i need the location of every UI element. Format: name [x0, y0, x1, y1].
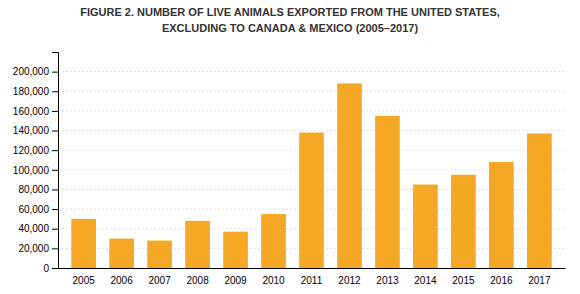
- x-tick: 2011: [301, 275, 323, 286]
- x-tick: 2012: [338, 275, 361, 286]
- bar: [413, 185, 438, 268]
- x-tick: 2007: [148, 275, 171, 286]
- y-tick-label: 120,000: [13, 145, 50, 156]
- y-tick-label: 80,000: [18, 184, 49, 195]
- y-tick-label: 200,000: [13, 66, 50, 77]
- y-tick-label: 40,000: [18, 223, 49, 234]
- bar: [147, 241, 172, 268]
- y-tick: 120,000: [13, 145, 58, 156]
- bar: [451, 175, 476, 268]
- x-tick-label: 2011: [301, 275, 323, 286]
- x-tick-label: 2010: [262, 275, 285, 286]
- y-tick-mark: [52, 150, 58, 151]
- y-tick-label: 20,000: [18, 243, 49, 254]
- bar: [527, 133, 552, 268]
- bar: [337, 83, 362, 268]
- x-tick-label: 2008: [186, 275, 209, 286]
- x-tick: 2017: [528, 275, 551, 286]
- bar: [223, 232, 248, 268]
- y-tick-mark: [52, 268, 58, 269]
- grid: [58, 72, 565, 268]
- x-tick-label: 2015: [452, 275, 475, 286]
- y-tick: 140,000: [13, 125, 58, 136]
- x-tick-label: 2006: [110, 275, 133, 286]
- y-tick: 100,000: [13, 165, 58, 176]
- y-tick-label: 180,000: [13, 86, 50, 97]
- grid-line: [58, 130, 565, 131]
- y-tick-label: 100,000: [13, 165, 50, 176]
- x-tick-label: 2016: [490, 275, 513, 286]
- y-tick: 20,000: [18, 243, 58, 254]
- x-tick-label: 2009: [224, 275, 247, 286]
- x-tick-label: 2007: [148, 275, 171, 286]
- y-tick-label: 0: [43, 263, 49, 274]
- bar: [299, 133, 324, 268]
- y-tick-mark: [52, 209, 58, 210]
- y-tick-label: 60,000: [18, 204, 49, 215]
- y-tick-mark: [52, 170, 58, 171]
- bar: [375, 116, 400, 268]
- y-tick-mark: [52, 229, 58, 230]
- x-tick: 2006: [110, 275, 133, 286]
- x-tick: 2013: [376, 275, 399, 286]
- x-tick: 2010: [262, 275, 285, 286]
- bar: [489, 162, 514, 268]
- x-tick: 2005: [73, 275, 96, 286]
- y-tick-mark: [52, 72, 58, 73]
- x-tick: 2008: [186, 275, 209, 286]
- x-tick-label: 2017: [528, 275, 551, 286]
- y-tick-mark: [52, 189, 58, 190]
- chart: FIGURE 2. NUMBER OF LIVE ANIMALS EXPORTE…: [0, 0, 580, 294]
- x-tick-label: 2005: [73, 275, 96, 286]
- x-tick-label: 2012: [338, 275, 361, 286]
- title: FIGURE 2. NUMBER OF LIVE ANIMALS EXPORTE…: [80, 6, 500, 18]
- x-tick-label: 2013: [376, 275, 399, 286]
- plot: 0 20,000 40,000 60,000 80,000 100,000 120,000 1…: [13, 53, 566, 287]
- y-tick-mark: [52, 131, 58, 132]
- y-tick: 40,000: [18, 223, 58, 234]
- x-axis: 2005 2006 2007 2008 2009 2010 2011 2012 2013 2014…: [59, 269, 566, 287]
- grid-line: [58, 110, 565, 111]
- x-axis-line: [59, 268, 566, 269]
- bar: [109, 239, 134, 268]
- y-tick: 0: [43, 263, 58, 274]
- bar: [185, 221, 210, 268]
- bars: [71, 83, 551, 268]
- subtitle: EXCLUDING TO CANADA & MEXICO (2005–2017): [162, 22, 418, 34]
- bar: [261, 214, 286, 268]
- grid-line: [58, 91, 565, 92]
- grid-line: [58, 71, 565, 72]
- y-tick: 160,000: [13, 106, 58, 117]
- y-tick-label: 160,000: [13, 106, 50, 117]
- y-tick: 80,000: [18, 184, 58, 195]
- x-tick: 2015: [452, 275, 475, 286]
- y-tick-mark: [52, 91, 58, 92]
- y-axis-line: [52, 53, 59, 269]
- y-tick-label: 140,000: [13, 125, 50, 136]
- y-tick: 200,000: [13, 66, 58, 77]
- x-tick: 2009: [224, 275, 247, 286]
- y-tick: 180,000: [13, 86, 58, 97]
- y-tick-mark: [52, 111, 58, 112]
- x-tick-label: 2014: [414, 275, 437, 286]
- x-tick: 2016: [490, 275, 513, 286]
- y-tick: 60,000: [18, 204, 58, 215]
- x-tick: 2014: [414, 275, 437, 286]
- y-axis: 0 20,000 40,000 60,000 80,000 100,000 120,000 1…: [13, 53, 59, 274]
- bar: [71, 219, 96, 268]
- y-tick-mark: [52, 248, 58, 249]
